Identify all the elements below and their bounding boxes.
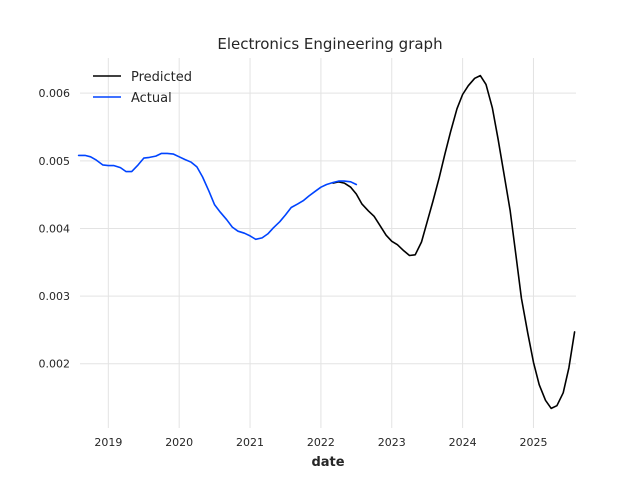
x-tick-label: 2022 [307,436,335,449]
series-line-actual [77,152,358,241]
y-tick-label: 0.003 [39,290,71,303]
series-line-predicted [332,74,576,410]
y-ticks: 0.002 0.003 0.004 0.005 0.006 [39,87,71,371]
x-tick-label: 2023 [378,436,406,449]
x-tick-label: 2025 [519,436,547,449]
y-tick-label: 0.006 [39,87,71,100]
x-ticks: 2019 2020 2021 2022 2023 2024 2025 [94,436,547,449]
y-tick-label: 0.004 [39,222,71,235]
grid [80,58,576,428]
y-tick-label: 0.002 [39,358,71,371]
series-layer [77,74,576,410]
x-axis-label: date [311,455,344,470]
x-tick-label: 2020 [165,436,193,449]
x-tick-label: 2019 [94,436,122,449]
legend-label-predicted: Predicted [131,70,192,85]
legend-label-actual: Actual [131,91,172,106]
legend: Predicted Actual [93,70,192,106]
x-tick-label: 2024 [449,436,477,449]
y-tick-label: 0.005 [39,155,71,168]
x-tick-label: 2021 [236,436,264,449]
chart-title: Electronics Engineering graph [217,35,442,53]
